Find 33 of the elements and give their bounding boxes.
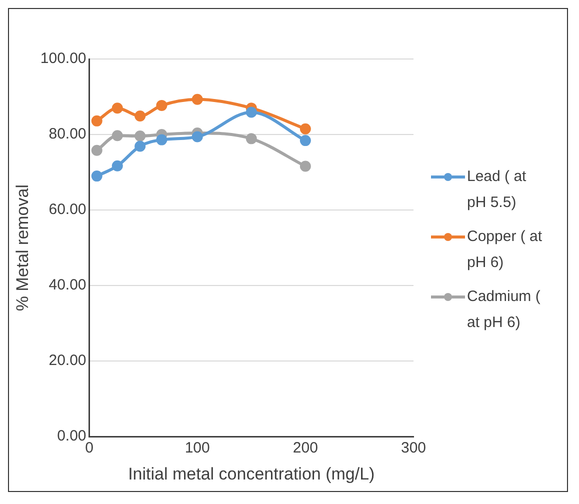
point [156,134,168,146]
point [134,140,146,152]
point [134,130,146,142]
point [112,130,123,142]
y-tick-label: 60.00 [48,201,86,218]
x-tick-label: 300 [400,440,426,457]
point [300,123,311,134]
point [91,170,102,182]
point [192,94,203,105]
x-tick-label: 200 [292,440,318,457]
point [246,133,257,144]
point [156,100,168,111]
y-tick-label: 0.00 [57,428,86,445]
point [112,160,123,172]
y-tick-label: 40.00 [48,276,86,294]
point [91,144,102,156]
x-tick-label: 100 [184,440,210,457]
y-tick-label: 20.00 [48,352,86,370]
x-axis-title: Initial metal concentration (mg/L) [128,464,375,484]
legend-label: Cadmium ( at pH 6) [467,287,542,333]
y-tick-label: 80.00 [48,126,86,143]
point [246,106,257,118]
y-tick-label: 100.00 [40,50,86,68]
point [112,102,123,114]
x-tick-label: 0 [85,440,94,457]
point [134,110,146,122]
y-axis-title: % Metal removal [12,184,32,312]
legend-label: Lead ( at pH 5.5) [467,167,528,213]
point [91,115,102,126]
point [300,160,311,172]
legend-label: Copper ( at pH 6) [467,227,544,273]
point [300,135,311,146]
point [192,131,203,142]
